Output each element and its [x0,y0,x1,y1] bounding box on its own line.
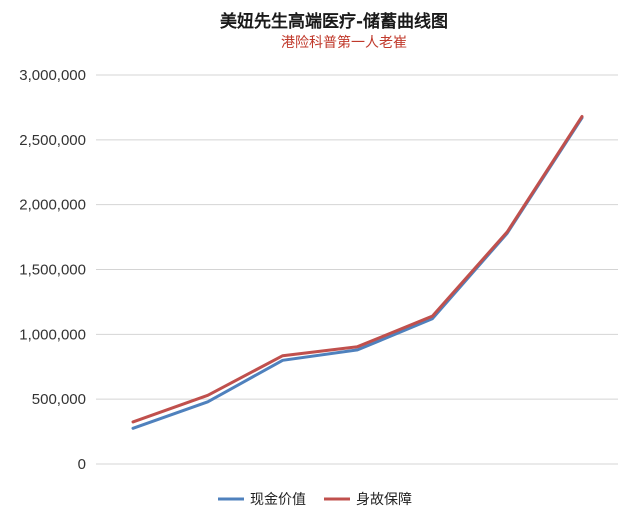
y-axis-ticks: 0 500,000 1,000,000 1,500,000 2,000,000 2,500… [19,67,86,473]
y-tick-label: 2,000,000 [19,197,86,214]
y-tick-label: 1,000,000 [19,326,86,343]
y-tick-label: 2,500,000 [19,132,86,149]
legend-label: 身故保障 [356,492,412,508]
y-tick-label: 3,000,000 [19,67,86,84]
legend: 现金价值 身故保障 [218,492,412,508]
series-line-1 [131,116,584,430]
y-tick-label: 500,000 [32,391,86,408]
chart-title: 美妞先生高端医疗-储蓄曲线图 [220,11,448,32]
gridlines [96,74,618,465]
y-tick-label: 1,500,000 [19,262,86,279]
series-lines [131,115,584,430]
chart-subtitle: 港险科普第一人老崔 [281,34,407,51]
legend-label: 现金价值 [250,492,306,508]
y-tick-label: 0 [78,456,86,473]
series-line-2 [131,115,584,424]
